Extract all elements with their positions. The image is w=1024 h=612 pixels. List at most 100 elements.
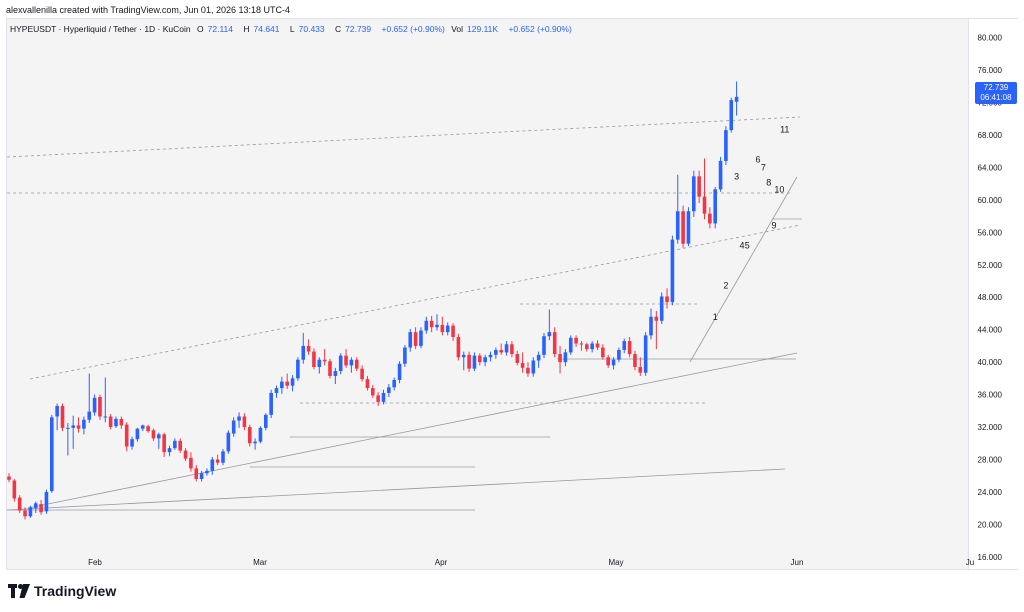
wave-label: 7 <box>761 163 766 173</box>
bar-countdown: 06:41:08 <box>980 93 1012 102</box>
candle-body <box>178 440 182 451</box>
price-axis-tick: 80.000 <box>978 34 1003 43</box>
candle-body <box>66 427 70 429</box>
candle-body <box>456 336 461 358</box>
long-trendline[interactable] <box>27 352 798 509</box>
candle-body <box>71 425 75 428</box>
candle-body <box>697 176 701 197</box>
candle-body <box>547 332 552 337</box>
price-axis-panel[interactable] <box>968 19 1018 569</box>
candle-body <box>328 361 332 376</box>
lower-trendline[interactable] <box>6 468 786 511</box>
candle-body <box>665 296 669 303</box>
candles-layer <box>7 81 739 520</box>
candle-body <box>140 425 145 429</box>
candle-body <box>440 324 445 333</box>
candle-body <box>108 416 113 428</box>
wave-label: 2 <box>723 280 728 290</box>
candle-body <box>221 451 225 463</box>
candle-body <box>686 211 691 244</box>
candle-body <box>483 357 487 363</box>
wave-label: 1 <box>713 312 718 322</box>
candle-body <box>39 504 43 513</box>
legend-symbol[interactable]: HYPEUSDT · Hyperliquid / Tether · 1D · K… <box>10 24 191 34</box>
price-axis-labels: 80.00076.00072.00068.00064.00060.00056.0… <box>978 34 1003 562</box>
trendlines-layer <box>6 116 802 511</box>
candle-body <box>365 379 370 389</box>
candle-body <box>183 450 188 459</box>
candle-body <box>692 176 696 212</box>
candle-body <box>210 459 215 471</box>
candle-body <box>50 417 54 492</box>
candle-body <box>435 324 439 328</box>
candle-body <box>568 337 573 353</box>
candle-body <box>55 405 59 417</box>
candle-body <box>226 432 231 452</box>
time-axis-tick: May <box>608 558 623 567</box>
candle-body <box>199 473 204 479</box>
candle-body <box>264 414 268 428</box>
steep-trendline[interactable] <box>689 176 798 363</box>
mid-channel-line[interactable] <box>29 224 801 380</box>
candle-body <box>617 349 621 360</box>
candle-body <box>205 470 209 474</box>
price-axis-tick: 68.000 <box>978 131 1003 140</box>
chart-plot-area[interactable] <box>7 19 968 569</box>
candle-body <box>82 419 86 429</box>
candle-body <box>215 459 220 463</box>
upper-channel-line[interactable] <box>6 116 801 158</box>
candle-body <box>285 381 289 386</box>
candle-body <box>92 397 97 413</box>
candle-body <box>585 344 589 350</box>
candle-body <box>574 337 578 344</box>
candle-body <box>189 457 193 469</box>
candle-body <box>344 355 348 366</box>
wave-labels-layer: 1 2 3 4 5 678 9 10 11 <box>713 125 790 322</box>
candle-body <box>558 354 562 363</box>
price-axis-tick: 20.000 <box>978 520 1003 529</box>
candle-body <box>296 359 300 379</box>
candle-body <box>499 349 503 353</box>
candle-body <box>419 330 423 346</box>
candle-body <box>718 160 723 190</box>
legend-high-value: 74.641 <box>253 24 280 34</box>
candle-body <box>649 316 653 336</box>
candle-body <box>274 388 279 393</box>
price-axis-tick: 24.000 <box>978 488 1003 497</box>
price-axis-tick: 76.000 <box>978 66 1003 75</box>
candle-body <box>675 211 680 240</box>
candle-body <box>269 392 273 415</box>
candle-body <box>510 344 514 355</box>
candle-body <box>87 411 92 420</box>
candle-body <box>7 476 11 480</box>
candle-body <box>371 388 375 396</box>
candle-body <box>333 371 338 376</box>
tradingview-logo[interactable]: TradingView <box>8 583 116 599</box>
legend-low-value: 70.433 <box>298 24 325 34</box>
wave-label: 4 <box>739 241 744 251</box>
candle-body <box>488 354 493 358</box>
price-axis-tick: 36.000 <box>978 391 1003 400</box>
wave-label: 3 <box>734 172 739 182</box>
candle-body <box>611 359 616 366</box>
candle-body <box>381 392 386 402</box>
legend-high-label: H <box>243 24 250 34</box>
candle-body <box>563 352 568 363</box>
time-axis-tick: Mar <box>253 558 267 567</box>
candle-body <box>478 355 482 363</box>
candle-body <box>173 440 177 449</box>
candle-body <box>44 491 49 512</box>
candle-body <box>135 428 140 440</box>
candle-body <box>515 354 520 363</box>
candle-body <box>504 344 509 353</box>
candle-body <box>659 296 664 321</box>
candle-body <box>258 427 263 442</box>
wave-label: 6 <box>755 155 760 165</box>
tradingview-wordmark: TradingView <box>34 583 117 599</box>
candle-body <box>595 343 600 348</box>
candle-body <box>638 367 643 373</box>
candle-body <box>280 381 284 389</box>
candle-body <box>247 427 252 444</box>
candle-body <box>242 416 247 428</box>
wave-label: 5 <box>745 241 750 251</box>
